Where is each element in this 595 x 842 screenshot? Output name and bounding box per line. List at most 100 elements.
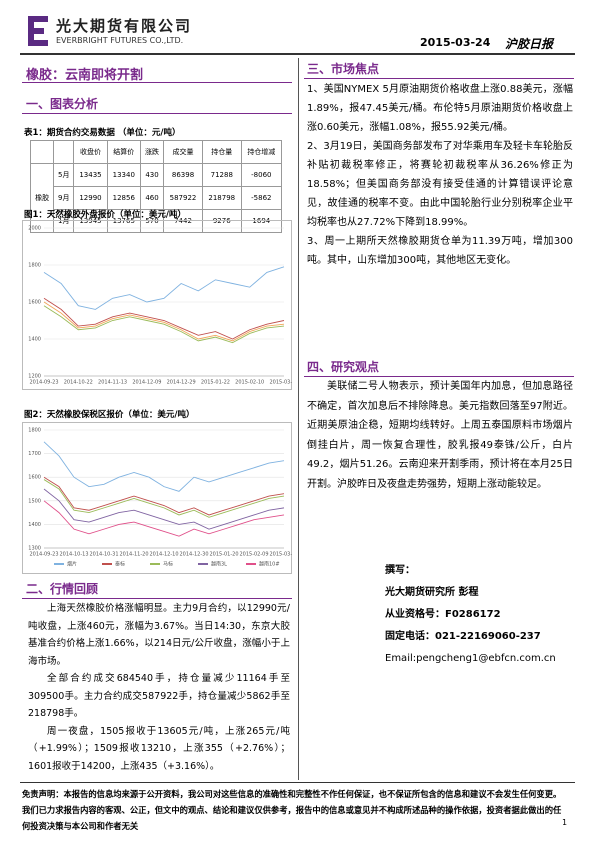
table-header-cell: 持仓增减 [240,140,283,164]
line-series [43,301,285,342]
table-cell: 71288 [201,163,242,187]
table-header-cell: 成交量 [163,140,203,164]
author-block: 撰写： 光大期货研究所 彭程 从业资格号：F0286172 固定电话：021-2… [385,560,556,670]
table-cell: 5月 [53,163,75,187]
table-row: 橡胶 5月 13435 13340 430 86398 71288 -8060 [29,163,283,233]
table-cell: 12990 [73,186,108,210]
section-body: 1、美国NYMEX 5月原油期货价格收盘上涨0.88美元，涨幅1.89%，报47… [307,80,573,270]
y-tick-label: 1300 [28,546,41,552]
y-tick-label: 1400 [28,337,41,343]
paragraph: 3、周一上期所天然橡胶期货仓单为11.39万吨，增加300吨。其中，山东增加30… [307,236,573,266]
y-tick-label: 1600 [28,475,41,481]
author-email: Email:pengcheng1@ebfcn.com.cn [385,653,556,664]
table-row-label: 橡胶 [29,163,55,233]
table-cell: 460 [139,186,165,210]
line-series [43,305,285,344]
x-tick-label: 2014-09-23 [29,552,58,558]
x-tick-label: 2014-10-13 [59,552,88,558]
x-tick-label: 2015-02-09 [239,552,268,558]
table-cell: -5862 [240,186,283,210]
table-cell: 13340 [106,163,141,187]
legend-label: 烟片 [67,561,77,568]
x-tick-label: 2014-12-29 [167,380,196,386]
page-number: 1 [562,818,568,827]
figure-frame [22,220,292,390]
paragraph: 全部合约成交684540手，持仓量减少11164手至309500手。主力合约成交… [28,673,290,719]
table-cell: 86398 [163,163,203,187]
table-cell: 12856 [106,186,141,210]
section-rule [22,598,292,599]
figure: 1200 1400 1600 1800 2000 2014-09-23 2014-10-22… [22,220,292,390]
table-header-cell: 持仓量 [201,140,242,164]
table-cell: 587922 [163,186,203,210]
section-body: 美联储二号人物表示，预计美国年内加息，但加息路径不确定，首次加息后不排除降息。美… [307,377,573,494]
section-heading: 二、行情回顾 [26,582,99,596]
header-rule [20,53,575,55]
table-caption: 表1：期货合约交易数据 （单位：元/吨） [24,128,181,138]
y-tick-label: 1700 [28,451,41,457]
x-tick-label: 2015-03-18 [269,380,292,386]
table-cell: 13435 [73,163,108,187]
figure-caption: 图1：天然橡胶外盘报价（单位：美元/吨） [24,210,187,220]
x-tick-label: 2014-12-09 [132,380,161,386]
section-rule [304,376,574,377]
section-heading: 一、图表分析 [26,97,99,111]
legend-label: 越南10# [259,561,280,568]
table-cell: 9月 [53,186,75,210]
author-name: 光大期货研究所 彭程 [385,587,479,598]
line-series [43,476,285,516]
x-tick-label: 2014-11-20 [119,552,148,558]
author-phone: 固定电话：021-22169060-237 [385,631,541,642]
line-series [43,441,285,492]
table-cell: 218798 [201,186,242,210]
figure-frame [22,422,292,574]
paragraph: 美联储二号人物表示，预计美国年内加息，但加息路径不确定，首次加息后不排除降息。美… [307,381,573,490]
table-header-cell: 收盘价 [73,140,108,164]
logo [28,16,48,46]
table-header-cell: 结算价 [106,140,141,164]
table-cell: 430 [139,163,165,187]
y-tick-label: 1200 [28,374,41,380]
report-date: 2015-03-24 [420,36,491,49]
x-tick-label: 2015-03-18 [269,552,292,558]
line-series [43,266,285,310]
report-name: 沪胶日报 [505,37,554,51]
author-label: 撰写： [385,565,415,576]
section-heading: 三、市场焦点 [307,62,380,76]
author-license: 从业资格号：F0286172 [385,609,501,620]
legend-label: 越南3L [211,561,227,568]
x-tick-label: 2014-11-13 [98,380,127,386]
y-tick-label: 2000 [28,226,41,232]
table-row: 9月 12990 12856 460 587922 218798 -5862 [31,186,283,210]
line-series [43,488,285,530]
section-body: 上海天然橡胶价格涨幅明显。主力9月合约，以12990元/吨收盘，上涨460元，涨… [28,600,290,775]
x-tick-label: 2015-01-20 [209,552,238,558]
legend-label: 马标 [163,561,173,568]
section-rule [304,78,574,79]
company-en: EVERBRIGHT FUTURES CO.,LTD. [56,36,184,45]
x-tick-label: 2014-10-31 [89,552,118,558]
x-tick-label: 2014-12-10 [149,552,178,558]
table-cell: -8060 [240,163,283,187]
x-tick-label: 2015-01-22 [201,380,230,386]
y-tick-label: 1400 [28,522,41,528]
title: 橡胶：云南即将开割 [26,68,144,83]
y-tick-label: 1500 [28,498,41,504]
x-tick-label: 2014-10-22 [64,380,93,386]
table-header-cell: 涨跌 [139,140,165,164]
paragraph: 周一夜盘，1505报收于13605元/吨，上涨265元/吨（+1.99%）；15… [28,725,290,772]
legend-label: 泰标 [115,561,125,568]
section-heading: 四、研究观点 [307,360,380,374]
paragraph: 2、3月19日，美国商务部发布了对华乘用车及轻卡车轮胎反补贴初裁税率修正，将赛轮… [307,141,573,228]
line-series [43,479,285,518]
table-cell [29,140,55,164]
title-rule [22,82,292,83]
table-cell [53,140,75,164]
footer-rule [20,782,575,783]
x-tick-label: 2014-09-23 [29,380,58,386]
paragraph: 上海天然橡胶价格涨幅明显。主力9月合约，以12990元/吨收盘，上涨460元，涨… [28,603,290,667]
column-rule [298,58,299,780]
y-tick-label: 1600 [28,300,41,306]
